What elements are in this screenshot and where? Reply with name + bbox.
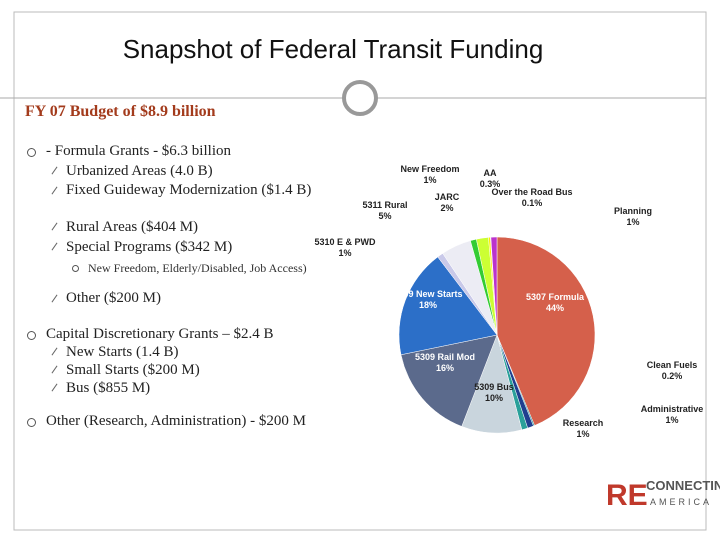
bullet-text: New Freedom, Elderly/Disabled, Job Acces…: [88, 261, 307, 275]
slice-value-label: 0.1%: [522, 198, 543, 208]
slice-label: Planning: [614, 206, 652, 216]
bullet: [27, 148, 36, 157]
bullet-text: Rural Areas ($404 M): [66, 219, 199, 235]
slice-value-label: 5%: [378, 211, 391, 221]
logo-line2: AMERICA: [650, 497, 712, 507]
bullet-text: New Starts (1.4 B): [66, 344, 179, 360]
slice-label: Administrative: [641, 404, 704, 414]
bullet-text: Small Starts ($200 M): [66, 362, 200, 378]
slice-value-label: 1%: [626, 217, 639, 227]
pie-slice: [398, 256, 498, 356]
slice-value-label: 1%: [423, 175, 436, 185]
slice-value-label: 1%: [665, 415, 678, 425]
slice-value-label: 0.3%: [480, 179, 501, 189]
bullet-text: Capital Discretionary Grants – $2.4 B: [46, 326, 274, 342]
slice-label: JARC: [435, 192, 460, 202]
pie-slice: [496, 236, 596, 426]
slice-label: 5309 Bus: [474, 382, 514, 392]
slice-label: New Freedom: [400, 164, 459, 174]
slice-label: 5311 Rural: [362, 200, 407, 210]
slice-value-label: 18%: [419, 300, 437, 310]
bullet-text: Special Programs ($342 M): [66, 239, 233, 255]
logo-big: RE: [606, 479, 648, 512]
bullet-text: Bus ($855 M): [66, 380, 151, 396]
slice-value-label: 44%: [546, 303, 564, 313]
heading: FY 07 Budget of $8.9 billion: [25, 103, 216, 120]
bullet-text: - Formula Grants - $6.3 billion: [46, 143, 231, 159]
slice-label: Clean Fuels: [647, 360, 698, 370]
pie-slice: [400, 334, 498, 427]
bullet: [27, 331, 36, 340]
slice-value-label: 0.2%: [662, 371, 683, 381]
slide-border: [13, 11, 707, 531]
slide-title: Snapshot of Federal Transit Funding: [123, 34, 544, 64]
bullet: [72, 265, 79, 272]
slice-label: 5309 Rail Mod: [415, 352, 475, 362]
slice-label: 5310 E & PWD: [314, 237, 376, 247]
slice-label: Research: [563, 418, 604, 428]
logo-line1: CONNECTING: [646, 478, 720, 493]
slice-value-label: 16%: [436, 363, 454, 373]
slice-label: Over the Road Bus: [491, 187, 572, 197]
bullet-text: Urbanized Areas (4.0 B): [66, 163, 213, 179]
bullet-text: Other ($200 M): [66, 290, 161, 306]
slice-value-label: 1%: [576, 429, 589, 439]
slice-value-label: 2%: [440, 203, 453, 213]
bullet-text: Other (Research, Administration) - $200 …: [46, 413, 306, 429]
bullet: [27, 418, 36, 427]
divider-circle: [342, 80, 378, 116]
bullet-text: Fixed Guideway Modernization ($1.4 B): [66, 182, 312, 198]
slice-value-label: 10%: [485, 393, 503, 403]
pie-slice: [490, 236, 498, 336]
slice-label: 5307 Formula: [526, 292, 585, 302]
slice-value-label: 1%: [338, 248, 351, 258]
slice-label: 5309 New Starts: [393, 289, 462, 299]
slice-label: AA: [484, 168, 497, 178]
